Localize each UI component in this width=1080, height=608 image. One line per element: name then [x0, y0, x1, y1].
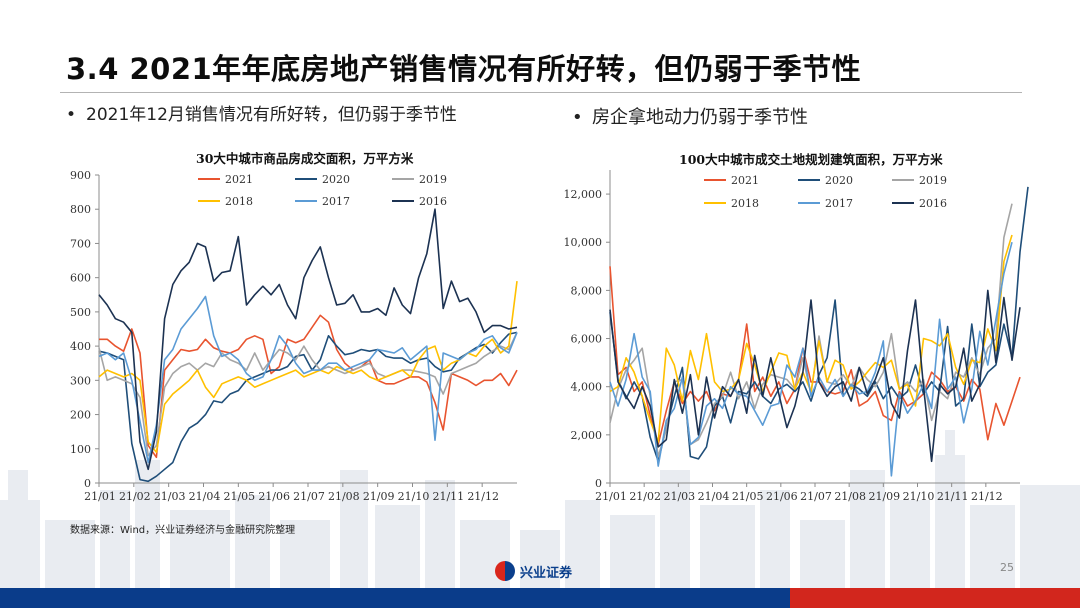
- page-number: 25: [1000, 561, 1014, 574]
- y-tick-label: 300: [70, 374, 91, 387]
- x-tick-label: 21/11: [937, 490, 969, 503]
- y-tick-label: 0: [595, 477, 602, 490]
- company-logo: 兴业证券: [495, 560, 572, 582]
- legend-label-2019: 2019: [919, 174, 947, 187]
- y-tick-label: 100: [70, 443, 91, 456]
- y-tick-label: 4,000: [571, 381, 603, 394]
- y-tick-label: 0: [84, 477, 91, 490]
- series-line-2017: [609, 241, 1013, 477]
- x-tick-label: 21/07: [293, 490, 325, 503]
- bullet-right: • 房企拿地动力仍弱于季节性: [572, 103, 808, 129]
- series-line-2016: [609, 289, 1021, 463]
- chart-title-left: 30大中城市商品房成交面积，万平方米: [196, 151, 414, 166]
- y-tick-label: 900: [70, 169, 91, 182]
- x-tick-label: 21/09: [868, 490, 900, 503]
- legend-label-2020: 2020: [322, 173, 350, 186]
- series-line-2017: [98, 295, 518, 464]
- x-tick-label: 21/12: [971, 490, 1003, 503]
- series-line-2021: [609, 266, 1021, 446]
- logo-emblem-icon: [495, 561, 515, 581]
- x-tick-label: 21/06: [766, 490, 798, 503]
- legend-label-2019: 2019: [419, 173, 447, 186]
- title-divider: [60, 92, 1022, 93]
- data-source-note: 数据来源：Wind，兴业证券经济与金融研究院整理: [70, 525, 296, 536]
- series-line-2016: [98, 208, 518, 471]
- y-tick-label: 600: [70, 272, 91, 285]
- legend-label-2016: 2016: [419, 195, 447, 208]
- x-tick-label: 21/10: [903, 490, 935, 503]
- series-line-2020: [609, 186, 1029, 463]
- x-tick-label: 21/08: [328, 490, 360, 503]
- y-tick-label: 200: [70, 409, 91, 422]
- x-tick-label: 21/05: [223, 490, 255, 503]
- series-line-2018: [98, 280, 518, 454]
- legend-label-2017: 2017: [825, 197, 853, 210]
- y-tick-label: 6,000: [571, 333, 603, 346]
- x-tick-label: 21/09: [363, 490, 395, 503]
- x-tick-label: 21/03: [154, 490, 186, 503]
- x-tick-label: 21/01: [595, 490, 627, 503]
- y-tick-label: 400: [70, 340, 91, 353]
- legend-label-2018: 2018: [731, 197, 759, 210]
- series-line-2021: [99, 314, 518, 459]
- bullet-left: • 2021年12月销售情况有所好转，但仍弱于季节性: [66, 100, 457, 125]
- y-tick-label: 800: [70, 203, 91, 216]
- x-tick-label: 21/01: [84, 490, 116, 503]
- x-tick-label: 21/12: [467, 490, 499, 503]
- y-tick-label: 700: [70, 237, 91, 250]
- legend-label-2021: 2021: [225, 173, 253, 186]
- x-tick-label: 21/10: [398, 490, 430, 503]
- slide-title: 3.4 2021年年底房地产销售情况有所好转，但仍弱于季节性: [66, 52, 862, 86]
- y-tick-label: 12,000: [564, 188, 603, 201]
- x-tick-label: 21/06: [258, 490, 290, 503]
- chart-title-right: 100大中城市成交土地规划建筑面积，万平方米: [679, 152, 943, 167]
- legend-label-2017: 2017: [322, 195, 350, 208]
- y-tick-label: 8,000: [571, 284, 603, 297]
- y-tick-label: 2,000: [571, 429, 603, 442]
- legend-label-2021: 2021: [731, 174, 759, 187]
- logo-text: 兴业证券: [520, 565, 573, 581]
- series-line-2019: [98, 332, 518, 457]
- series-line-2019: [609, 203, 1013, 458]
- bullet-right-text: 房企拿地动力仍弱于季节性: [592, 107, 808, 128]
- footer-bar-red: [790, 588, 1080, 608]
- legend-label-2018: 2018: [225, 195, 253, 208]
- x-tick-label: 21/04: [189, 490, 221, 503]
- legend-label-2016: 2016: [919, 197, 947, 210]
- series-line-2020: [98, 331, 518, 483]
- y-tick-label: 10,000: [564, 236, 603, 249]
- footer-bar-blue: [0, 588, 790, 608]
- legend-label-2020: 2020: [825, 174, 853, 187]
- x-tick-label: 21/02: [629, 490, 661, 503]
- x-tick-label: 21/03: [663, 490, 695, 503]
- x-tick-label: 21/05: [732, 490, 764, 503]
- x-tick-label: 21/02: [119, 490, 151, 503]
- x-tick-label: 21/11: [432, 490, 464, 503]
- x-tick-label: 21/07: [800, 490, 832, 503]
- bullet-left-text: 2021年12月销售情况有所好转，但仍弱于季节性: [86, 105, 457, 125]
- x-tick-label: 21/04: [698, 490, 730, 503]
- bullet-dot: •: [572, 107, 583, 128]
- y-tick-label: 500: [70, 306, 91, 319]
- x-tick-label: 21/08: [834, 490, 866, 503]
- bullet-dot: •: [66, 105, 77, 125]
